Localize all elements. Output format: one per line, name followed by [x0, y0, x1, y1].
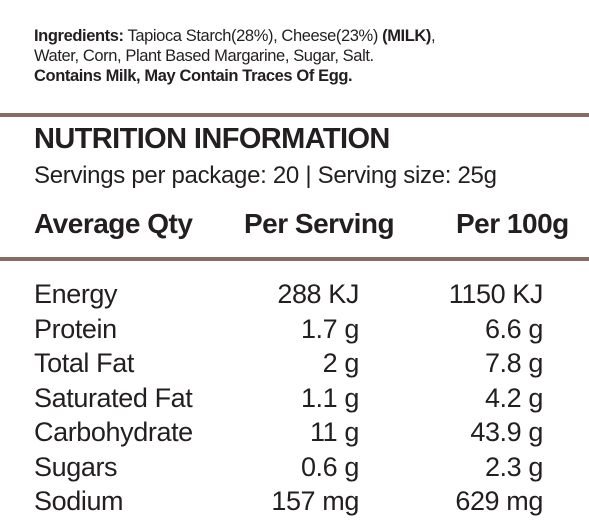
table-row: Sugars 0.6 g 2.3 g	[0, 452, 589, 487]
ingredients-list-part: Tapioca Starch(28%), Cheese(23%)	[123, 27, 383, 45]
per-serving-value: 2 g	[322, 348, 360, 378]
divider-top	[0, 113, 589, 117]
ingredients-label: Ingredients:	[34, 27, 124, 45]
divider-header	[0, 257, 589, 261]
nutrition-title: NUTRITION INFORMATION	[34, 123, 390, 155]
table-row: Carbohydrate 11 g 43.9 g	[0, 417, 589, 452]
ingredients-line-1: Ingredients: Tapioca Starch(28%), Cheese…	[34, 26, 574, 46]
table-row: Energy 288 KJ 1150 KJ	[0, 279, 589, 314]
nutrient-name: Carbohydrate	[34, 417, 193, 447]
nutrient-name: Total Fat	[34, 348, 134, 378]
per-serving-value: 0.6 g	[300, 451, 359, 482]
nutrient-name: Energy	[34, 279, 118, 309]
servings-info: Servings per package: 20 | Serving size:…	[34, 162, 497, 189]
header-per-serving: Per Serving	[244, 208, 395, 239]
per-100g-value: 2.3 g	[484, 451, 543, 482]
ingredients-block: Ingredients: Tapioca Starch(28%), Cheese…	[34, 26, 574, 86]
header-average-qty: Average Qty	[34, 208, 193, 239]
per-100g-value: 629 mg	[455, 486, 543, 516]
per-serving-value: 157 mg	[271, 486, 359, 516]
per-serving-value: 288 KJ	[277, 279, 359, 309]
nutrient-name: Saturated Fat	[34, 382, 193, 413]
header-per-100g: Per 100g	[456, 208, 569, 239]
per-serving-value: 1.1 g	[300, 382, 359, 413]
nutrition-table: Energy 288 KJ 1150 KJ Protein 1.7 g 6.6 g To…	[0, 279, 589, 521]
per-100g-value: 6.6 g	[484, 313, 543, 344]
nutrient-name: Sugars	[34, 451, 118, 482]
per-100g-value: 4.2 g	[484, 382, 543, 413]
table-row: Protein 1.7 g 6.6 g	[0, 314, 589, 349]
ingredients-line-2: Water, Corn, Plant Based Margarine, Suga…	[34, 47, 374, 65]
nutrient-name: Sodium	[34, 486, 124, 516]
per-serving-value: 1.7 g	[300, 313, 359, 344]
per-100g-value: 43.9 g	[470, 417, 543, 447]
table-row: Sodium 157 mg 629 mg	[0, 486, 589, 521]
ingredients-comma: ,	[431, 27, 436, 45]
nutrient-name: Protein	[34, 313, 117, 344]
per-serving-value: 11 g	[310, 417, 359, 447]
per-100g-value: 7.8 g	[484, 348, 543, 378]
per-100g-value: 1150 KJ	[448, 279, 544, 309]
allergen-milk: (MILK)	[382, 27, 432, 45]
table-row: Saturated Fat 1.1 g 4.2 g	[0, 383, 589, 418]
table-row: Total Fat 2 g 7.8 g	[0, 348, 589, 383]
allergen-statement: Contains Milk, May Contain Traces Of Egg…	[34, 67, 353, 85]
